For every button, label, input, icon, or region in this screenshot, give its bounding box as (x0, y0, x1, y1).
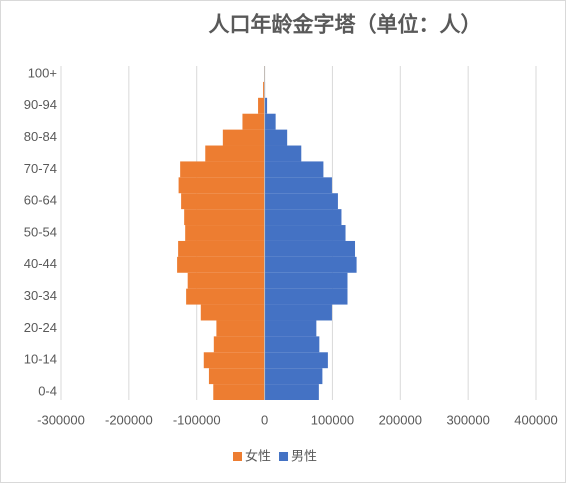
legend-swatch (233, 452, 242, 461)
y-tick-label: 30-34 (24, 288, 57, 303)
bar (264, 272, 348, 289)
bar (216, 320, 265, 337)
bar (187, 272, 265, 289)
bar (213, 384, 265, 400)
bar (264, 384, 319, 400)
bar (264, 193, 338, 210)
x-tick-label: 400000 (514, 412, 557, 427)
bar (264, 240, 356, 257)
y-tick-label: 80-84 (24, 129, 57, 144)
y-tick-label: 90-94 (24, 97, 57, 112)
bar (264, 145, 302, 162)
bar (200, 304, 265, 321)
x-tick-label: -100000 (173, 412, 221, 427)
bar (185, 225, 265, 241)
y-tick-label: 0-4 (38, 383, 57, 398)
bar (208, 368, 265, 385)
chart-title: 人口年龄金字塔（单位：人） (209, 12, 482, 37)
x-tick-label: 300000 (446, 412, 489, 427)
bar (264, 209, 342, 226)
bar (264, 368, 323, 385)
bar (264, 177, 332, 194)
bar (180, 161, 265, 178)
bar (186, 288, 265, 305)
legend-swatch (279, 452, 289, 461)
bar (264, 97, 268, 114)
bar (213, 336, 265, 353)
legend-label: 男性 (291, 448, 317, 463)
y-tick-label: 20-24 (24, 320, 57, 335)
bar (184, 209, 265, 226)
x-tick-label: 100000 (311, 412, 354, 427)
bar (264, 288, 348, 305)
bar (264, 352, 328, 369)
y-tick-label: 70-74 (24, 161, 57, 176)
bar (181, 193, 265, 210)
x-tick-label: -300000 (37, 412, 85, 427)
bar (242, 113, 265, 130)
bar (263, 81, 265, 98)
y-tick-label: 60-64 (24, 193, 57, 208)
bar (178, 240, 265, 257)
bar (203, 352, 265, 369)
x-tick-label: 0 (261, 412, 268, 427)
bar (264, 320, 317, 337)
y-tick-label: 10-14 (24, 352, 57, 367)
bar (264, 129, 288, 146)
bar (178, 177, 265, 194)
bar (258, 97, 265, 114)
y-tick-label: 100+ (28, 65, 57, 80)
bar (264, 336, 320, 353)
y-tick-label: 50-54 (24, 224, 57, 239)
bar (264, 256, 357, 273)
bar (177, 256, 265, 273)
bar (222, 129, 265, 146)
bar (205, 145, 265, 162)
y-tick-label: 40-44 (24, 256, 57, 271)
legend-label: 女性 (245, 448, 271, 463)
x-tick-label: 200000 (379, 412, 422, 427)
bar (264, 113, 276, 130)
x-tick-label: -200000 (105, 412, 153, 427)
bar (264, 304, 332, 321)
bar (264, 225, 346, 241)
bar (264, 161, 324, 178)
